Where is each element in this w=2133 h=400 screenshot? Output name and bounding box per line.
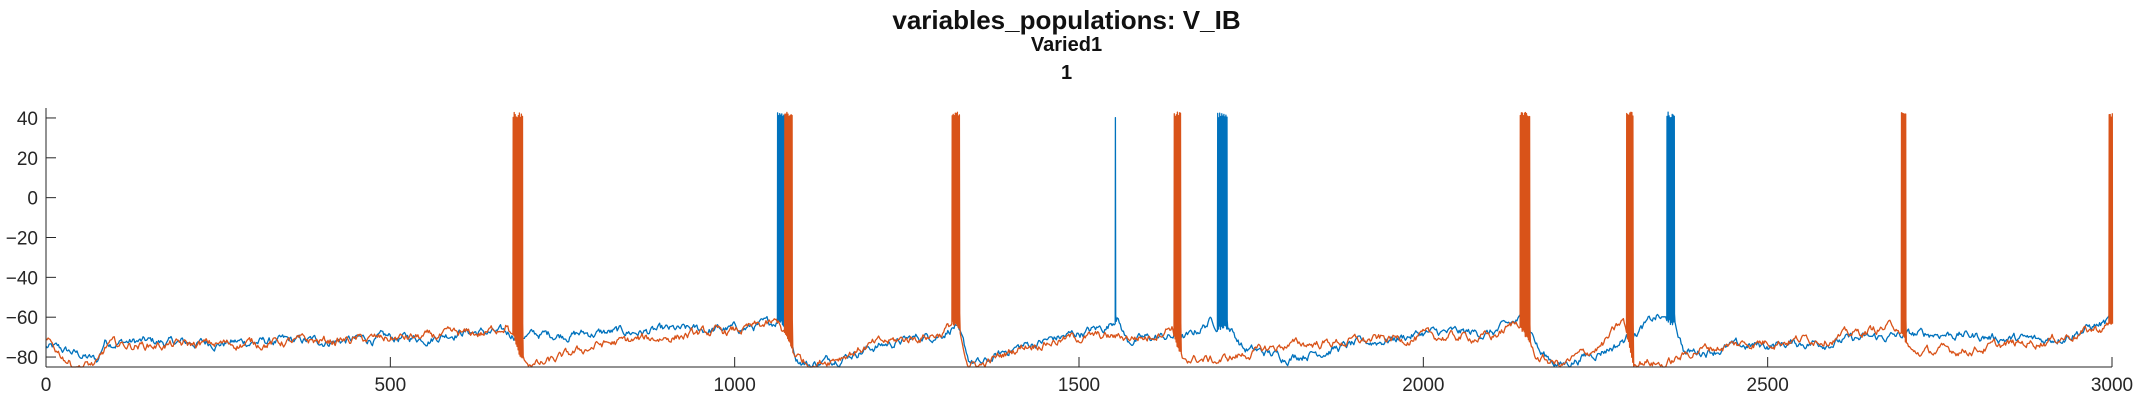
x-tick-label-3000: 3000 [2091, 375, 2133, 396]
y-tick-label-40: 40 [17, 109, 38, 130]
chart-title: variables_populations: V_IB [892, 5, 1241, 35]
x-tick-label-1000: 1000 [714, 375, 756, 396]
y-tick-label--20: −20 [6, 229, 38, 250]
x-tick-label-0: 0 [41, 375, 52, 396]
y-tick-label-20: 20 [17, 149, 38, 170]
series-line-1 [45, 111, 2114, 368]
x-tick-label-500: 500 [374, 375, 406, 396]
y-tick-label--40: −40 [6, 268, 38, 289]
series-line-0 [45, 111, 2113, 368]
x-tick-label-2500: 2500 [1747, 375, 1789, 396]
chart-subtitle: Varied1 [1030, 34, 1103, 56]
x-tick-label-1500: 1500 [1058, 375, 1100, 396]
y-tick-label--80: −80 [6, 348, 38, 369]
x-tick-label-2000: 2000 [1402, 375, 1444, 396]
y-tick-label-0: 0 [27, 189, 38, 210]
y-tick-label--60: −60 [6, 308, 38, 329]
chart-subtitle-2: 1 [1060, 62, 1073, 84]
